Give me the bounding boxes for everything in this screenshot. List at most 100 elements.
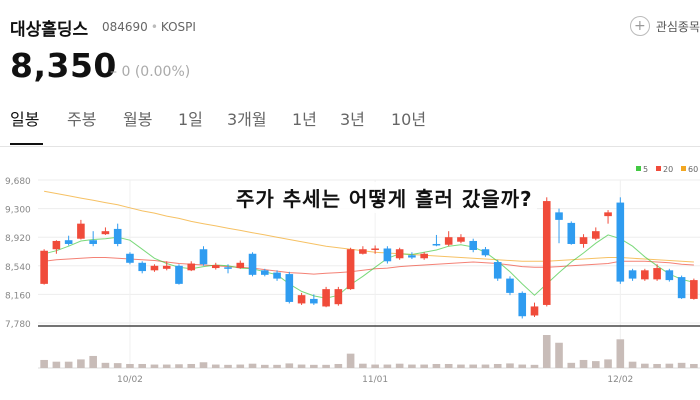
separator-dot: •	[150, 20, 158, 34]
candle-body	[334, 289, 343, 305]
candle-body	[322, 289, 330, 307]
candle-body	[420, 253, 428, 259]
flat-dash-icon: –	[110, 64, 117, 80]
tab-3months[interactable]: 3개월	[227, 110, 267, 129]
candle-body	[346, 249, 355, 290]
y-tick-label: 7,780	[5, 320, 31, 330]
candle-body	[285, 274, 294, 302]
volume-bar	[604, 359, 612, 368]
stock-name: 대상홀딩스	[10, 20, 89, 40]
volume-bar	[432, 363, 441, 368]
candle-body	[616, 202, 625, 282]
add-watchlist-button[interactable]: + 관심종목	[629, 16, 700, 36]
volume-bar	[334, 363, 343, 368]
candle-body	[260, 270, 269, 275]
candle-body	[604, 212, 612, 217]
candle-body	[653, 268, 661, 280]
candle-body	[555, 212, 563, 220]
candle-body	[89, 240, 97, 244]
volume-bar	[77, 359, 85, 368]
stock-header: 대상홀딩스 084690 • KOSPI + 관심종목 8,350 – 0 (0.0…	[0, 0, 700, 100]
candle-body	[371, 248, 379, 250]
volume-bar	[383, 364, 392, 368]
tabs-divider	[0, 146, 700, 147]
candle-body	[518, 292, 527, 317]
tab-1day[interactable]: 1일	[178, 110, 203, 129]
volume-bar	[126, 363, 134, 368]
x-tick-label: 10/02	[117, 375, 143, 385]
candle-body	[677, 277, 686, 299]
legend-swatch	[681, 166, 686, 171]
candle-body	[457, 237, 465, 242]
volume-bar	[616, 339, 625, 368]
volume-bar	[175, 364, 183, 368]
volume-bar	[101, 362, 110, 368]
volume-bar	[52, 361, 61, 368]
volume-bar	[211, 364, 220, 368]
candle-body	[444, 237, 453, 245]
market-name: KOSPI	[160, 20, 196, 34]
volume-bar	[641, 363, 649, 368]
candle-body	[199, 249, 208, 265]
y-tick-label: 8,540	[5, 263, 31, 273]
volume-bar	[199, 362, 208, 368]
volume-bar	[64, 361, 73, 368]
volume-bar	[138, 363, 147, 368]
volume-bar	[224, 364, 232, 368]
volume-bar	[518, 364, 527, 368]
volume-bar	[506, 363, 514, 368]
candle-body	[359, 249, 367, 254]
volume-bar	[567, 362, 576, 368]
ma60-line	[44, 190, 694, 263]
candle-body	[432, 243, 441, 246]
volume-bar	[653, 363, 661, 368]
candle-body	[273, 272, 281, 279]
candle-body	[493, 262, 502, 279]
volume-bar	[285, 363, 294, 368]
ma20-line	[44, 257, 694, 275]
volume-bar	[542, 335, 551, 368]
volume-bar	[420, 364, 428, 368]
volume-bar	[579, 359, 588, 368]
volume-bar	[297, 364, 306, 368]
candle-body	[64, 240, 73, 244]
overlay-title: 주가 추세는 어떻게 흘러 갔을까?	[232, 182, 537, 213]
candle-body	[641, 270, 649, 280]
candle-body	[126, 253, 134, 263]
legend-swatch	[656, 166, 661, 171]
candle-body	[211, 265, 220, 269]
volume-bar	[395, 363, 404, 368]
candle-body	[138, 262, 147, 272]
candle-body	[567, 222, 576, 244]
volume-bar	[113, 363, 122, 368]
volume-bar	[273, 364, 281, 368]
volume-bar	[346, 353, 355, 368]
candle-body	[224, 267, 232, 269]
y-tick-label: 8,920	[5, 234, 31, 244]
volume-bar	[187, 363, 196, 368]
volume-bar	[248, 363, 257, 368]
volume-bar	[555, 342, 563, 368]
tab-weekly[interactable]: 주봉	[67, 110, 97, 129]
tab-3years[interactable]: 3년	[340, 110, 365, 129]
legend-label: 5	[643, 165, 648, 174]
volume-bar	[493, 363, 502, 368]
change-value: 0	[121, 64, 131, 80]
tab-monthly[interactable]: 월봉	[123, 110, 153, 129]
candle-body	[481, 249, 490, 256]
candle-body	[310, 298, 318, 304]
candlestick-chart[interactable]: 9,680 9,300 8,920 8,540 8,160 7,780 10/02 11/01…	[0, 148, 700, 400]
volume-bar	[591, 361, 600, 368]
price-change: – 0 (0.00%)	[110, 64, 190, 80]
y-tick-label: 8,160	[5, 291, 31, 301]
candle-body	[383, 248, 392, 262]
candle-body	[248, 253, 257, 275]
tab-daily[interactable]: 일봉	[10, 110, 40, 129]
tab-10years[interactable]: 10년	[391, 110, 427, 129]
y-tick-label: 9,300	[5, 206, 31, 216]
volume-bar	[260, 364, 269, 368]
candle-body	[297, 295, 306, 304]
tab-1year[interactable]: 1년	[292, 110, 317, 129]
legend-label: 60	[688, 165, 698, 174]
y-tick-label: 9,680	[5, 177, 31, 187]
